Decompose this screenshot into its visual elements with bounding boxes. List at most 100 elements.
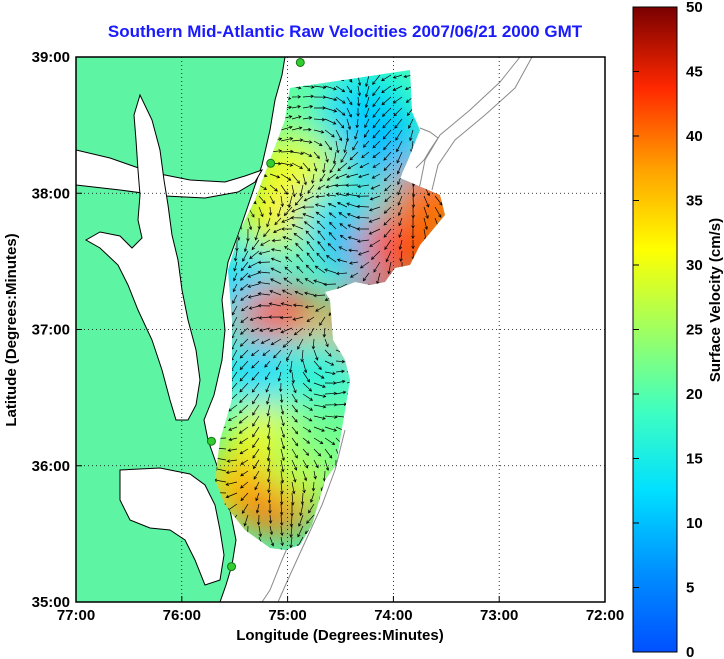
velocity-arrow-667 (291, 404, 298, 413)
velocity-arrow-844 (300, 492, 305, 506)
velocity-arrow-168 (361, 151, 370, 159)
velocity-arrow-346 (384, 239, 392, 251)
velocity-arrow-296 (315, 211, 326, 219)
velocity-arrow-449 (304, 291, 315, 296)
velocity-arrow-279 (368, 206, 381, 212)
velocity-arrow-490 (268, 315, 282, 319)
colorbar-tick-label-10: 50 (686, 0, 703, 16)
velocity-arrow-559 (313, 349, 319, 361)
velocity-arrow-646 (302, 393, 314, 401)
velocity-arrow-76 (324, 107, 338, 113)
velocity-arrow-369 (399, 250, 403, 263)
velocity-arrow-931 (289, 536, 293, 549)
velocity-arrow-145 (352, 140, 359, 151)
velocity-arrow-229 (307, 184, 315, 194)
velocity-arrow-234 (357, 184, 370, 189)
velocity-arrow-798 (280, 470, 285, 484)
velocity-arrow-532 (251, 338, 260, 344)
velocity-arrow-183 (291, 162, 304, 169)
colorbar-tick-label-0: 0 (686, 644, 694, 659)
velocity-arrow-838 (225, 492, 238, 499)
colorbar-tick-label-1: 5 (686, 580, 694, 597)
velocity-arrow-733 (291, 437, 299, 447)
velocity-arrow-213 (371, 173, 381, 179)
velocity-arrow-337 (282, 236, 293, 241)
velocity-arrow-116 (280, 125, 293, 131)
velocity-arrow-299 (346, 213, 359, 219)
velocity-arrow-537 (311, 338, 316, 350)
velocity-arrow-273 (301, 205, 315, 209)
velocity-arrow-732 (280, 437, 286, 450)
velocity-arrow-620 (251, 382, 260, 393)
velocity-arrow-332 (235, 239, 239, 252)
velocity-arrow-553 (239, 349, 249, 359)
velocity-arrow-345 (369, 239, 381, 247)
velocity-arrow-367 (370, 250, 381, 260)
velocity-arrow-930 (280, 536, 284, 547)
chart-title: Southern Mid-Atlantic Raw Velocities 200… (107, 22, 583, 41)
velocity-arrow-314 (272, 228, 282, 233)
velocity-arrow-336 (271, 238, 282, 243)
velocity-arrow-322 (356, 227, 369, 231)
velocity-arrow-144 (343, 140, 348, 154)
velocity-arrow-300 (356, 215, 370, 220)
velocity-arrow-642 (252, 393, 260, 405)
velocity-arrow-125 (372, 129, 381, 139)
velocity-arrow-729 (239, 437, 249, 444)
velocity-arrow-557 (286, 349, 293, 362)
velocity-arrow-36 (364, 85, 370, 98)
velocity-arrow-118 (302, 127, 312, 132)
velocity-arrow-278 (356, 204, 370, 209)
velocity-arrow-117 (291, 126, 303, 131)
velocity-arrow-77 (335, 107, 346, 116)
velocity-arrow-57 (357, 96, 361, 107)
velocity-arrow-819 (267, 481, 271, 494)
velocity-arrow-74 (302, 104, 314, 109)
velocity-arrow-378 (247, 261, 260, 268)
velocity-arrow-845 (309, 492, 315, 503)
velocity-arrow-468 (268, 302, 282, 307)
velocity-arrow-104 (382, 118, 392, 129)
velocity-arrow-167 (349, 151, 359, 161)
velocity-arrow-820 (280, 481, 284, 495)
x-axis-label: Longitude (Degrees:Minutes) (236, 627, 444, 644)
velocity-arrow-274 (314, 203, 326, 208)
velocity-arrow-323 (368, 228, 381, 235)
velocity-arrow-757 (313, 448, 322, 457)
velocity-arrow-59 (372, 96, 381, 108)
velocity-arrow-15 (372, 74, 381, 85)
velocity-arrow-34 (346, 85, 353, 94)
velocity-arrow-189 (347, 162, 359, 170)
velocity-arrow-709 (266, 426, 271, 440)
velocity-arrow-227 (291, 184, 296, 198)
velocity-arrow-275 (327, 202, 337, 208)
velocity-arrow-421 (239, 283, 249, 291)
velocity-arrow-839 (240, 492, 249, 502)
velocity-arrow-225 (269, 184, 278, 192)
velocity-arrow-778 (302, 459, 309, 469)
y-tick-label-0: 35:00 (32, 594, 70, 611)
y-tick-label-3: 38:00 (32, 185, 70, 202)
velocity-arrow-238 (411, 184, 416, 198)
radar-station-1 (266, 158, 276, 168)
velocity-arrow-97 (313, 117, 326, 122)
velocity-arrow-37 (372, 85, 381, 97)
velocity-arrow-354 (233, 250, 238, 262)
velocity-arrow-599 (265, 371, 271, 381)
velocity-arrow-623 (291, 382, 297, 394)
x-tick-label-4: 73:00 (480, 607, 518, 624)
colorbar-tick-label-3: 15 (686, 451, 703, 468)
velocity-arrow-643 (266, 393, 271, 405)
velocity-arrow-730 (252, 437, 260, 449)
velocity-arrow-648 (324, 391, 338, 396)
velocity-arrow-492 (292, 316, 304, 321)
velocity-arrow-122 (345, 129, 350, 143)
velocity-arrow-554 (251, 349, 260, 357)
velocity-arrow-211 (345, 173, 359, 179)
velocity-arrow-357 (258, 250, 271, 255)
velocity-arrow-54 (324, 96, 338, 102)
velocity-arrow-171 (396, 151, 403, 164)
velocity-arrow-16 (381, 74, 392, 82)
velocity-arrow-734 (302, 437, 311, 444)
velocity-arrow-282 (411, 206, 415, 219)
